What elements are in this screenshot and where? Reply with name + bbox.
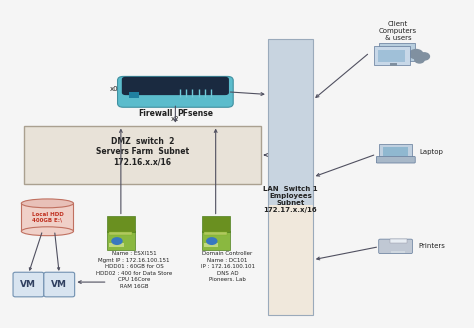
Text: x0: x0: [110, 86, 118, 92]
Text: Firewall: Firewall: [138, 109, 173, 118]
FancyBboxPatch shape: [107, 231, 135, 250]
Text: DMZ  switch  2
Servers Farm  Subnet
172.16.x.x/16: DMZ switch 2 Servers Farm Subnet 172.16.…: [96, 137, 189, 167]
Bar: [204, 243, 219, 247]
Text: Printers: Printers: [418, 243, 445, 249]
Bar: [109, 232, 132, 235]
Text: Laptop: Laptop: [419, 149, 443, 154]
Circle shape: [419, 53, 429, 60]
FancyBboxPatch shape: [374, 46, 410, 65]
Circle shape: [111, 237, 123, 245]
Text: LAN  Switch 1
Employees
Subnet
172.17.x.x/16: LAN Switch 1 Employees Subnet 172.17.x.x…: [263, 186, 318, 213]
Text: Domain Controller
Name : DC101
IP : 172.16.100.101
DNS AD
Pioneers. Lab: Domain Controller Name : DC101 IP : 172.…: [201, 251, 255, 282]
Bar: [204, 232, 227, 235]
FancyBboxPatch shape: [13, 272, 44, 297]
Bar: [109, 243, 124, 247]
FancyBboxPatch shape: [379, 43, 415, 61]
FancyBboxPatch shape: [122, 77, 229, 95]
FancyBboxPatch shape: [376, 156, 415, 163]
Bar: [383, 147, 408, 156]
Bar: [268, 205, 313, 315]
FancyBboxPatch shape: [379, 144, 412, 159]
Bar: [21, 203, 73, 231]
Text: Name : ESXI151
Mgmt IP : 172.16.100.151
HDD01 : 60GB for OS
HDD02 : 400 for Data: Name : ESXI151 Mgmt IP : 172.16.100.151 …: [96, 251, 172, 289]
FancyBboxPatch shape: [118, 76, 233, 107]
Circle shape: [206, 237, 218, 245]
Text: Client
Computers
& users: Client Computers & users: [379, 21, 417, 41]
FancyBboxPatch shape: [379, 239, 412, 254]
Text: x2: x2: [171, 116, 180, 122]
Text: VM: VM: [20, 280, 36, 289]
FancyBboxPatch shape: [201, 216, 229, 232]
Circle shape: [410, 50, 423, 59]
Text: VM: VM: [51, 280, 67, 289]
Ellipse shape: [21, 227, 73, 236]
Circle shape: [415, 56, 424, 63]
Bar: [391, 251, 405, 253]
Bar: [268, 39, 313, 315]
Bar: [129, 92, 139, 98]
Bar: [390, 63, 397, 66]
FancyBboxPatch shape: [201, 231, 229, 250]
Bar: [24, 126, 261, 184]
Bar: [390, 239, 407, 243]
Ellipse shape: [21, 199, 73, 208]
Bar: [378, 50, 405, 62]
Text: PFsense: PFsense: [178, 109, 214, 118]
FancyBboxPatch shape: [44, 272, 75, 297]
FancyBboxPatch shape: [107, 216, 135, 232]
Text: Local HDD
400GB E:\: Local HDD 400GB E:\: [32, 212, 63, 223]
Bar: [268, 39, 313, 205]
